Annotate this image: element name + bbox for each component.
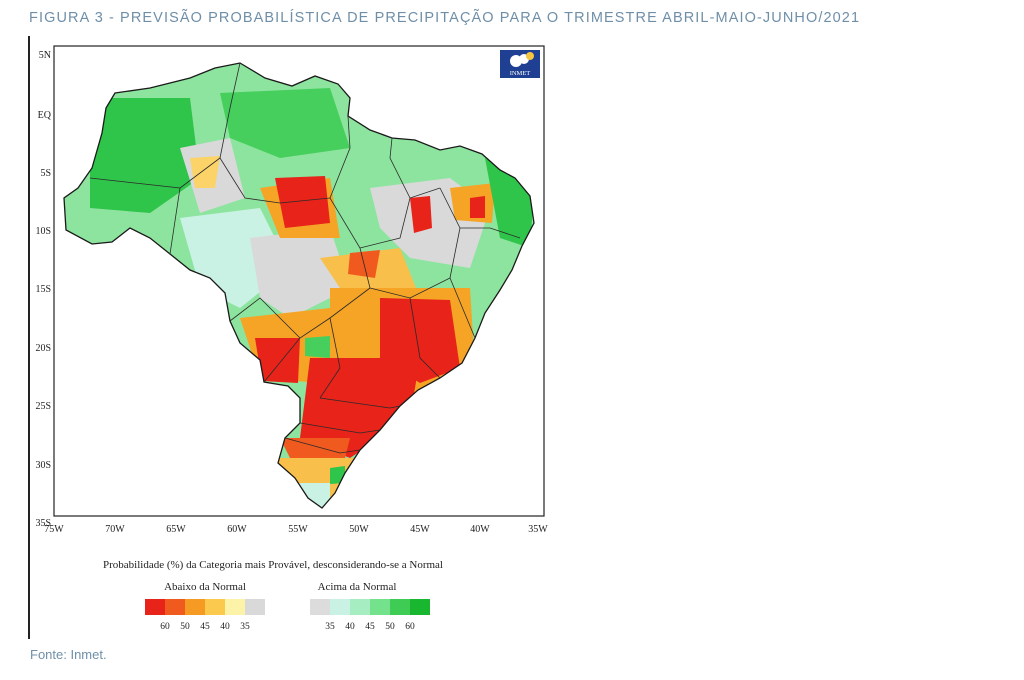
legend-swatch bbox=[410, 599, 430, 615]
legend-swatch bbox=[205, 599, 225, 615]
legend-label: 45 bbox=[365, 622, 375, 632]
figure-source: Fonte: Inmet. bbox=[30, 647, 107, 662]
legend-below-title: Abaixo da Normal bbox=[164, 581, 246, 593]
inmet-logo: INMET bbox=[500, 50, 540, 78]
lon-label: 70W bbox=[105, 524, 125, 535]
lon-labels: 75W 70W 65W 60W 55W 50W 45W 40W 35W bbox=[44, 524, 548, 535]
legend-swatch bbox=[245, 599, 265, 615]
lon-label: 60W bbox=[227, 524, 247, 535]
lat-label: 5S bbox=[40, 168, 51, 179]
legend-swatch bbox=[310, 599, 330, 615]
map-caption: Probabilidade (%) da Categoria mais Prov… bbox=[103, 559, 443, 571]
legend-label: 40 bbox=[220, 622, 230, 632]
legend-above-title: Acima da Normal bbox=[318, 581, 397, 593]
legend-swatch bbox=[145, 599, 165, 615]
legend-swatch bbox=[370, 599, 390, 615]
lat-label: 35S bbox=[35, 518, 51, 529]
legend-label: 50 bbox=[385, 622, 395, 632]
figure-title: FIGURA 3 - PREVISÃO PROBABILÍSTICA DE PR… bbox=[29, 10, 861, 26]
legend-above-labels: 35 40 45 50 60 bbox=[325, 622, 415, 632]
lon-label: 50W bbox=[349, 524, 369, 535]
legend-swatch bbox=[390, 599, 410, 615]
legend-label: 35 bbox=[325, 622, 335, 632]
forecast-map: INMET 5N EQ 5S 10S 15S 20S 25S 30S 35S 7… bbox=[35, 45, 548, 632]
legend-swatch bbox=[330, 599, 350, 615]
forecast-map-panel: INMET 5N EQ 5S 10S 15S 20S 25S 30S 35S 7… bbox=[30, 38, 550, 638]
legend-swatch bbox=[185, 599, 205, 615]
legend-label: 60 bbox=[405, 622, 415, 632]
lat-label: 30S bbox=[35, 460, 51, 471]
lon-label: 65W bbox=[166, 524, 186, 535]
lon-label: 40W bbox=[470, 524, 490, 535]
legend-label: 45 bbox=[200, 622, 210, 632]
lat-label: 25S bbox=[35, 401, 51, 412]
lat-labels: 5N EQ 5S 10S 15S 20S 25S 30S 35S bbox=[35, 50, 51, 529]
legend-label: 60 bbox=[160, 622, 170, 632]
legend-above-swatches bbox=[310, 599, 430, 615]
lat-label: 20S bbox=[35, 343, 51, 354]
lon-label: 55W bbox=[288, 524, 308, 535]
logo-text: INMET bbox=[510, 70, 531, 77]
lat-label: 5N bbox=[39, 50, 51, 61]
lat-label: 10S bbox=[35, 226, 51, 237]
legend-below-labels: 60 50 45 40 35 bbox=[160, 622, 250, 632]
legend-swatch bbox=[350, 599, 370, 615]
legend-swatch bbox=[225, 599, 245, 615]
lon-label: 75W bbox=[44, 524, 64, 535]
lon-label: 35W bbox=[528, 524, 548, 535]
legend-label: 35 bbox=[240, 622, 250, 632]
left-rule bbox=[28, 36, 30, 639]
legend-label: 40 bbox=[345, 622, 355, 632]
state-borders bbox=[89, 62, 521, 454]
lat-label: 15S bbox=[35, 284, 51, 295]
legend-label: 50 bbox=[180, 622, 190, 632]
lat-label: EQ bbox=[38, 110, 52, 121]
lon-label: 45W bbox=[410, 524, 430, 535]
legend-below-swatches bbox=[145, 599, 265, 615]
legend-swatch bbox=[165, 599, 185, 615]
